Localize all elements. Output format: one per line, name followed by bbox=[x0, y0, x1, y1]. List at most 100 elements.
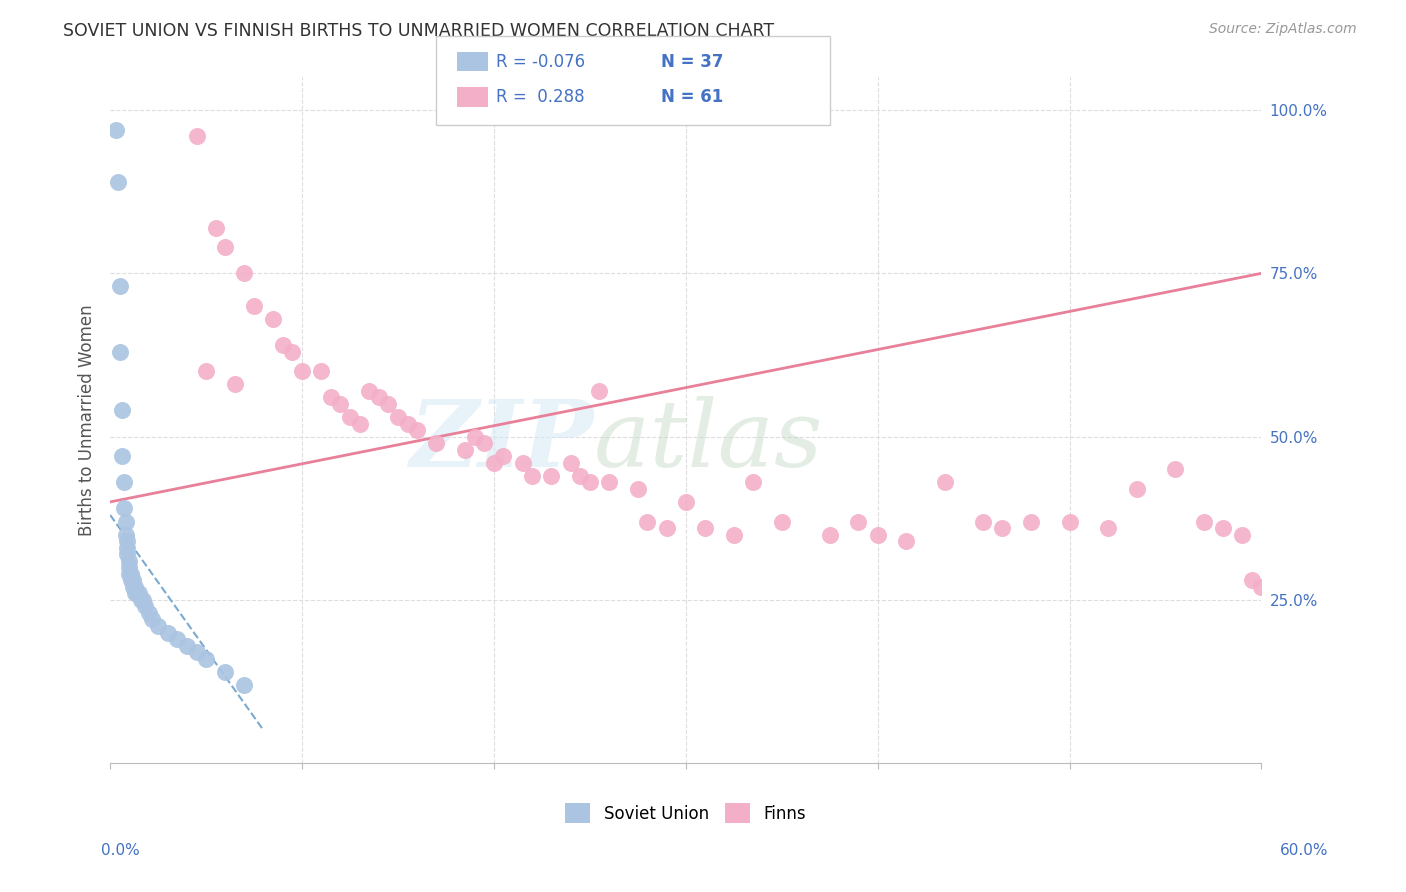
Point bbox=[186, 129, 208, 144]
Point bbox=[492, 449, 515, 463]
Point bbox=[723, 527, 745, 541]
Point bbox=[560, 456, 582, 470]
Point bbox=[319, 391, 342, 405]
Text: 0.0%: 0.0% bbox=[101, 843, 141, 858]
Point bbox=[818, 527, 841, 541]
Point bbox=[934, 475, 956, 490]
Point bbox=[195, 364, 218, 378]
Point bbox=[114, 515, 136, 529]
Point bbox=[214, 665, 236, 679]
Point bbox=[339, 410, 361, 425]
Point bbox=[742, 475, 765, 490]
Point bbox=[186, 645, 208, 659]
Point bbox=[425, 436, 447, 450]
Point bbox=[1125, 482, 1147, 496]
Point bbox=[120, 566, 142, 581]
Point bbox=[522, 468, 544, 483]
Point bbox=[118, 560, 141, 574]
Point bbox=[991, 521, 1014, 535]
Point bbox=[655, 521, 678, 535]
Text: atlas: atlas bbox=[593, 396, 823, 486]
Point bbox=[107, 175, 129, 189]
Point bbox=[770, 515, 793, 529]
Point bbox=[1059, 515, 1081, 529]
Point bbox=[176, 639, 198, 653]
Point bbox=[112, 475, 135, 490]
Point bbox=[262, 312, 284, 326]
Point bbox=[114, 527, 136, 541]
Point bbox=[224, 377, 246, 392]
Point bbox=[134, 599, 156, 614]
Point bbox=[482, 456, 505, 470]
Point bbox=[1097, 521, 1119, 535]
Point bbox=[120, 574, 142, 588]
Point bbox=[111, 403, 134, 417]
Text: SOVIET UNION VS FINNISH BIRTHS TO UNMARRIED WOMEN CORRELATION CHART: SOVIET UNION VS FINNISH BIRTHS TO UNMARR… bbox=[63, 22, 775, 40]
Point bbox=[359, 384, 381, 398]
Text: R =  0.288: R = 0.288 bbox=[496, 88, 585, 106]
Point bbox=[118, 566, 141, 581]
Point bbox=[406, 423, 429, 437]
Point bbox=[214, 240, 236, 254]
Point bbox=[281, 344, 304, 359]
Point bbox=[117, 541, 139, 555]
Point bbox=[367, 391, 389, 405]
Point bbox=[1250, 580, 1272, 594]
Point bbox=[243, 299, 266, 313]
Point bbox=[693, 521, 716, 535]
Point bbox=[675, 495, 697, 509]
Point bbox=[129, 592, 152, 607]
Point bbox=[387, 410, 409, 425]
Point bbox=[636, 515, 658, 529]
Point bbox=[627, 482, 650, 496]
Point bbox=[848, 515, 870, 529]
Text: Source: ZipAtlas.com: Source: ZipAtlas.com bbox=[1209, 22, 1357, 37]
Point bbox=[233, 266, 256, 280]
Point bbox=[1164, 462, 1187, 476]
Point bbox=[454, 442, 477, 457]
Point bbox=[117, 547, 139, 561]
Point bbox=[104, 122, 127, 136]
Point bbox=[124, 586, 146, 600]
Text: N = 61: N = 61 bbox=[661, 88, 723, 106]
Point bbox=[309, 364, 332, 378]
Point bbox=[146, 619, 169, 633]
Point bbox=[204, 220, 226, 235]
Point bbox=[112, 501, 135, 516]
Point bbox=[1240, 574, 1263, 588]
Point bbox=[108, 344, 131, 359]
Point bbox=[195, 651, 218, 665]
Point bbox=[124, 580, 146, 594]
Point bbox=[972, 515, 994, 529]
Point bbox=[108, 279, 131, 293]
Point bbox=[329, 397, 352, 411]
Point bbox=[1192, 515, 1215, 529]
Point bbox=[166, 632, 188, 646]
Text: R = -0.076: R = -0.076 bbox=[496, 53, 585, 70]
Point bbox=[569, 468, 592, 483]
Point bbox=[117, 534, 139, 549]
Point bbox=[1212, 521, 1234, 535]
Point bbox=[132, 592, 155, 607]
Point bbox=[512, 456, 534, 470]
Point bbox=[588, 384, 610, 398]
Point bbox=[598, 475, 620, 490]
Text: ZIP: ZIP bbox=[409, 396, 593, 486]
Point bbox=[122, 580, 145, 594]
Point bbox=[472, 436, 495, 450]
Legend: Soviet Union, Finns: Soviet Union, Finns bbox=[565, 803, 806, 823]
Point bbox=[125, 586, 148, 600]
Point bbox=[291, 364, 314, 378]
Point bbox=[540, 468, 562, 483]
Point bbox=[464, 429, 486, 443]
Point bbox=[233, 678, 256, 692]
Point bbox=[396, 417, 419, 431]
Point bbox=[128, 586, 150, 600]
Point bbox=[1232, 527, 1254, 541]
Point bbox=[141, 612, 163, 626]
Point bbox=[122, 574, 145, 588]
Point bbox=[138, 606, 160, 620]
Point bbox=[377, 397, 399, 411]
Point bbox=[111, 449, 134, 463]
Point bbox=[349, 417, 371, 431]
